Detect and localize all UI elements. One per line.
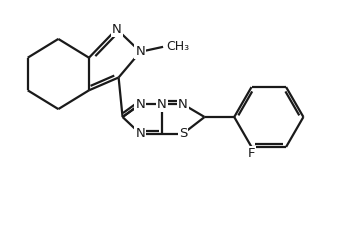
Text: N: N — [136, 45, 145, 58]
Text: N: N — [157, 98, 167, 111]
Text: N: N — [136, 127, 145, 140]
Text: N: N — [178, 98, 188, 111]
Text: CH₃: CH₃ — [166, 40, 189, 53]
Text: F: F — [248, 147, 255, 160]
Text: N: N — [112, 22, 121, 36]
Text: N: N — [136, 98, 145, 111]
Text: S: S — [179, 127, 187, 140]
